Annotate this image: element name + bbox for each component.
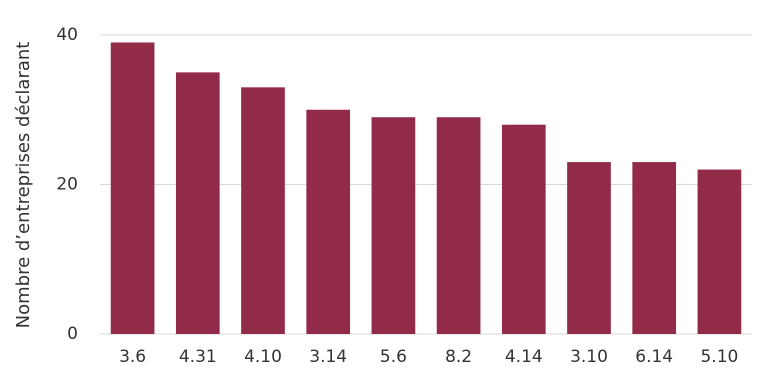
bar-5.6 xyxy=(371,117,416,334)
bar-3.14 xyxy=(306,109,351,334)
y-axis-title: Nombre d’entreprises déclarant xyxy=(13,42,34,329)
y-tick-label: 40 xyxy=(56,25,78,45)
y-axis-ticks: 0 20 40 xyxy=(56,25,78,344)
y-tick-label: 0 xyxy=(67,324,78,344)
bar-5.10 xyxy=(697,169,742,334)
bar-3.6 xyxy=(110,42,155,334)
x-axis-ticks: 3.6 4.31 4.10 3.14 5.6 8.2 4.14 3.10 6.14 5.10 xyxy=(119,347,738,367)
x-tick-label: 3.6 xyxy=(119,347,146,367)
x-tick-label: 8.2 xyxy=(445,347,472,367)
x-tick-label: 3.10 xyxy=(570,347,608,367)
bar-3.10 xyxy=(567,162,611,334)
x-tick-label: 4.10 xyxy=(244,347,282,367)
bar-4.10 xyxy=(241,87,285,334)
bar-8.2 xyxy=(436,117,481,334)
x-tick-label: 4.14 xyxy=(505,347,543,367)
x-tick-label: 4.31 xyxy=(179,347,217,367)
x-tick-label: 5.10 xyxy=(700,347,738,367)
x-tick-label: 6.14 xyxy=(635,347,673,367)
bar-4.14 xyxy=(501,124,546,334)
bar-6.14 xyxy=(632,162,677,334)
x-tick-label: 5.6 xyxy=(380,347,407,367)
x-tick-label: 3.14 xyxy=(309,347,347,367)
bars xyxy=(110,42,742,334)
y-tick-label: 20 xyxy=(56,175,78,195)
bar-4.31 xyxy=(175,72,220,334)
